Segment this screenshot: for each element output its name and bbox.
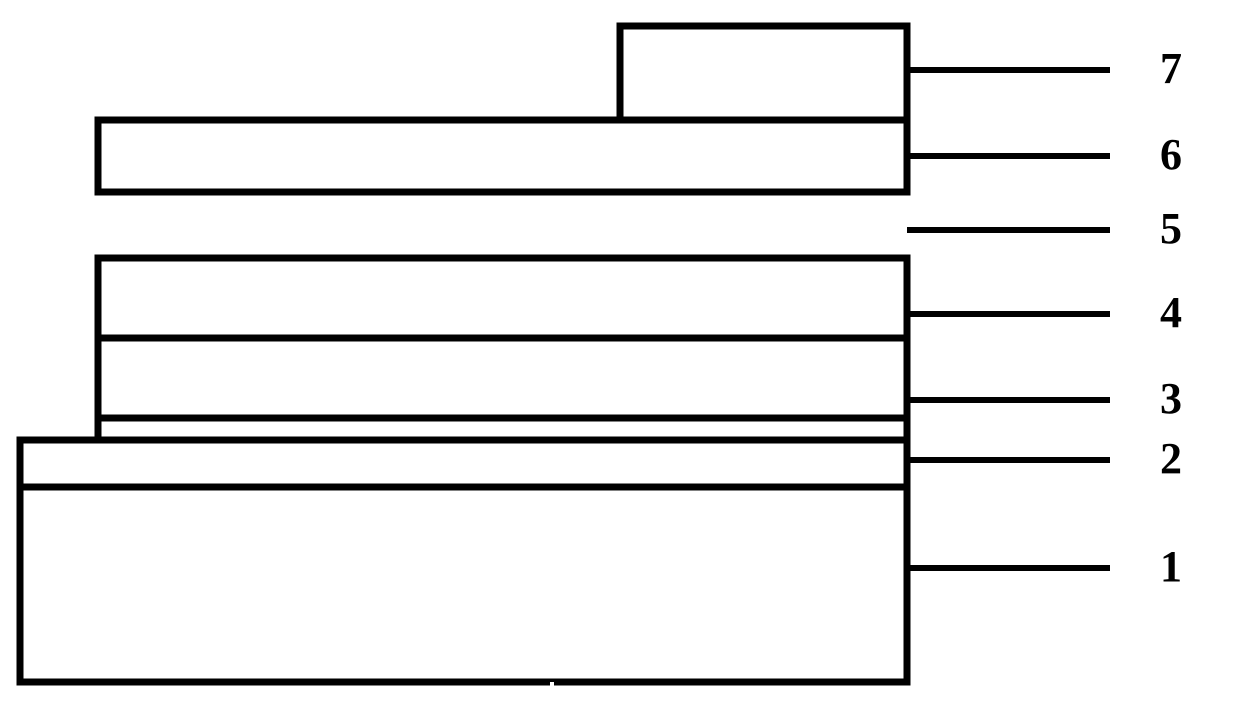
layer-4 [98, 338, 907, 418]
layer-label-5: 5 [1160, 203, 1182, 254]
layer-1 [20, 487, 907, 682]
layer-label-4: 4 [1160, 287, 1182, 338]
diagram-canvas: 7 6 5 4 3 2 1 [0, 0, 1239, 705]
layer-6 [98, 120, 907, 192]
layer-7 [620, 26, 907, 120]
layer-label-7: 7 [1160, 43, 1182, 94]
layer-label-3: 3 [1160, 373, 1182, 424]
layer-5 [98, 258, 907, 338]
layer-label-1: 1 [1160, 541, 1182, 592]
layer-2 [20, 440, 907, 487]
layer-label-2: 2 [1160, 433, 1182, 484]
layer-label-6: 6 [1160, 129, 1182, 180]
diagram-svg [0, 0, 1239, 705]
